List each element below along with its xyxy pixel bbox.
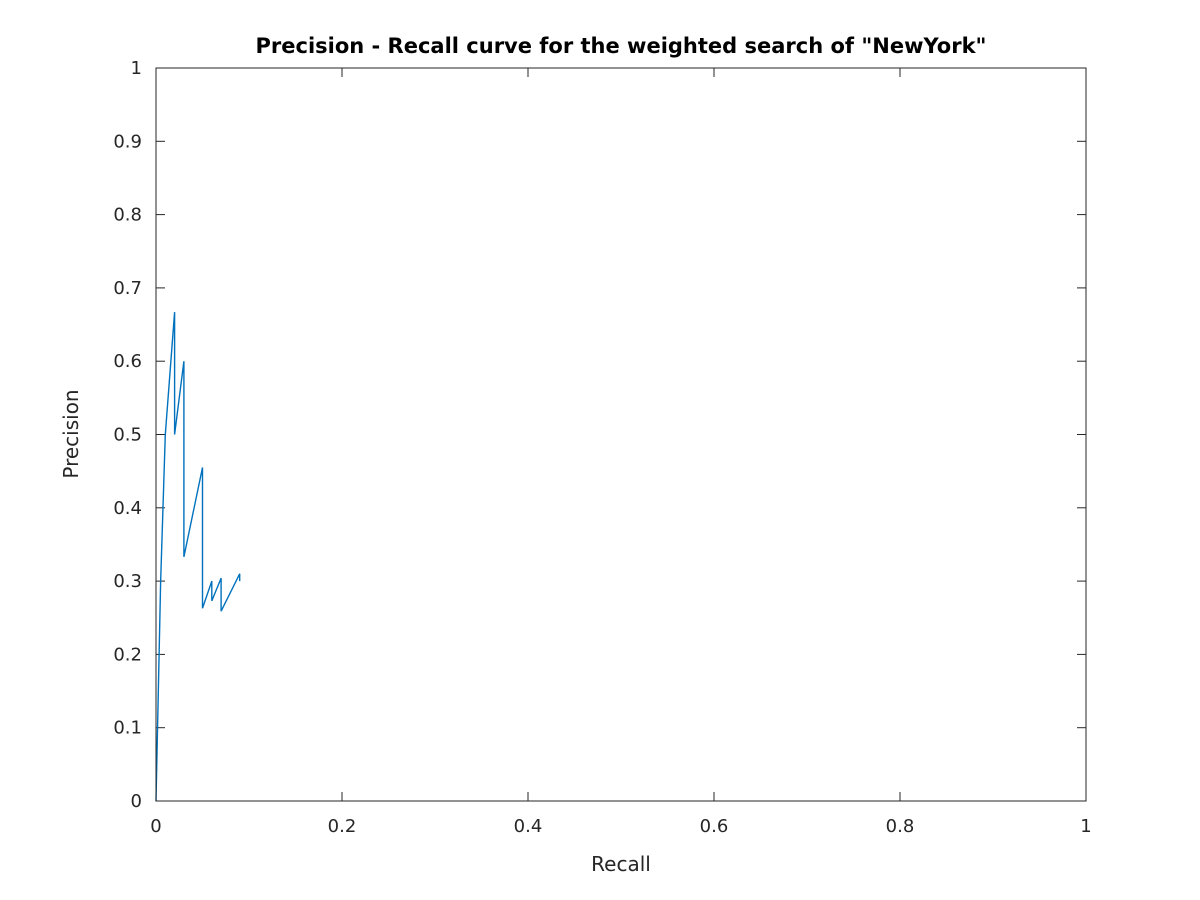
x-tick-label: 0 (150, 816, 161, 837)
x-tick-label: 0.8 (886, 816, 915, 837)
x-tick-label: 0.6 (700, 816, 729, 837)
x-axis-label: Recall (591, 852, 651, 876)
x-tick-label: 1 (1080, 816, 1091, 837)
axes-box (155, 67, 1087, 802)
tick-labels: 0 0.2 0.4 0.6 0.8 1 0 0.1 0.2 0.3 0.4 0.5 0.6 0.7 0.8 0… (113, 58, 1091, 837)
plot-background (156, 68, 1086, 801)
y-tick-label: 0.4 (113, 498, 142, 519)
y-tick-label: 0.7 (113, 278, 142, 299)
y-tick-label: 1 (131, 58, 142, 79)
series-layer (155, 312, 241, 802)
x-tick-label: 0.4 (514, 816, 543, 837)
y-tick-label: 0.1 (113, 718, 142, 739)
y-tick-label: 0.2 (113, 644, 142, 665)
y-tick-label: 0.9 (113, 131, 142, 152)
y-tick-label: 0.6 (113, 351, 142, 372)
series-line (155, 312, 241, 802)
x-tick-label: 0.2 (328, 816, 357, 837)
chart-title: Precision - Recall curve for the weighte… (256, 34, 987, 58)
y-tick-label: 0.3 (113, 571, 142, 592)
y-axis-label: Precision (59, 389, 83, 478)
y-tick-label: 0 (131, 791, 142, 812)
y-tick-label: 0.5 (113, 425, 142, 446)
y-tick-label: 0.8 (113, 205, 142, 226)
